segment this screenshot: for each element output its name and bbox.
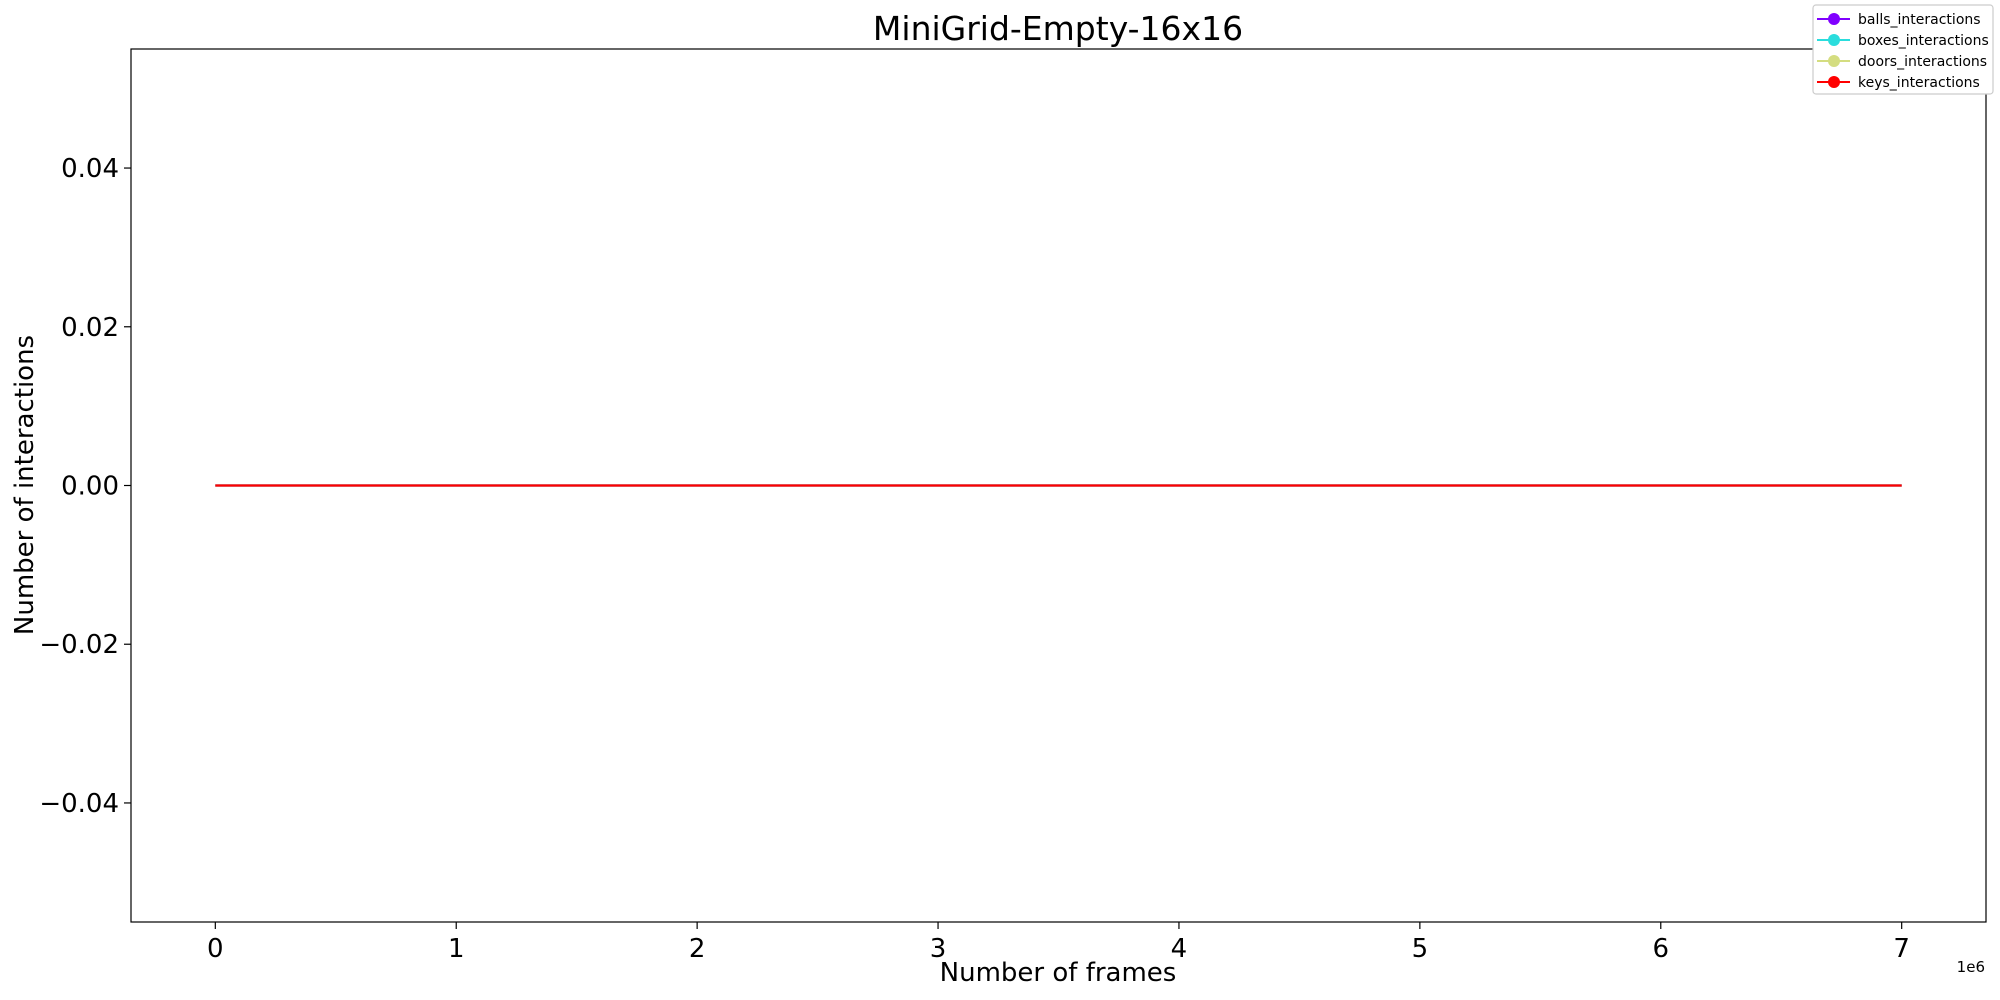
legend-marker-boxes-interactions: [1828, 34, 1840, 46]
legend-box: [1812, 4, 1994, 95]
legend-marker-keys-interactions: [1828, 76, 1840, 88]
legend-marker-balls-interactions: [1828, 13, 1840, 25]
chart-title: MiniGrid-Empty-16x16: [873, 9, 1243, 48]
legend: balls_interactions boxes_interactionsdoor…: [1812, 4, 1994, 95]
x-offset-label: 1e6: [1957, 958, 1985, 976]
y-tick-label: 0.02: [61, 313, 119, 343]
x-tick-label: 5: [1412, 934, 1429, 964]
y-tick-label: −0.02: [39, 630, 119, 660]
legend-label-doors-interactions: doors_interactions: [1858, 54, 1987, 70]
legend-label-keys-interactions: keys_interactions: [1858, 75, 1980, 91]
x-tick-label: 7: [1893, 934, 1910, 964]
x-axis: 0 1 2 3 4 5 6 7: [207, 922, 1910, 964]
x-tick-label: 4: [1171, 934, 1188, 964]
legend-marker-doors-interactions: [1828, 55, 1840, 67]
x-tick-label: 6: [1652, 934, 1669, 964]
x-tick-label: 0: [207, 934, 224, 964]
y-tick-label: 0.04: [61, 154, 119, 184]
y-tick-label: −0.04: [39, 789, 119, 819]
x-tick-label: 1: [448, 934, 465, 964]
y-axis: 0.04 0.02 0.00 −0.02 −0.04: [39, 154, 131, 819]
y-axis-label: Number of interactions: [10, 335, 40, 635]
x-tick-label: 2: [689, 934, 706, 964]
legend-label-boxes-interactions: boxes_interactions: [1858, 33, 1989, 49]
x-tick-label: 3: [930, 934, 947, 964]
x-axis-label: Number of frames: [940, 958, 1177, 988]
legend-label-balls-interactions: balls_interactions: [1858, 12, 1981, 28]
y-tick-label: 0.00: [61, 472, 119, 502]
